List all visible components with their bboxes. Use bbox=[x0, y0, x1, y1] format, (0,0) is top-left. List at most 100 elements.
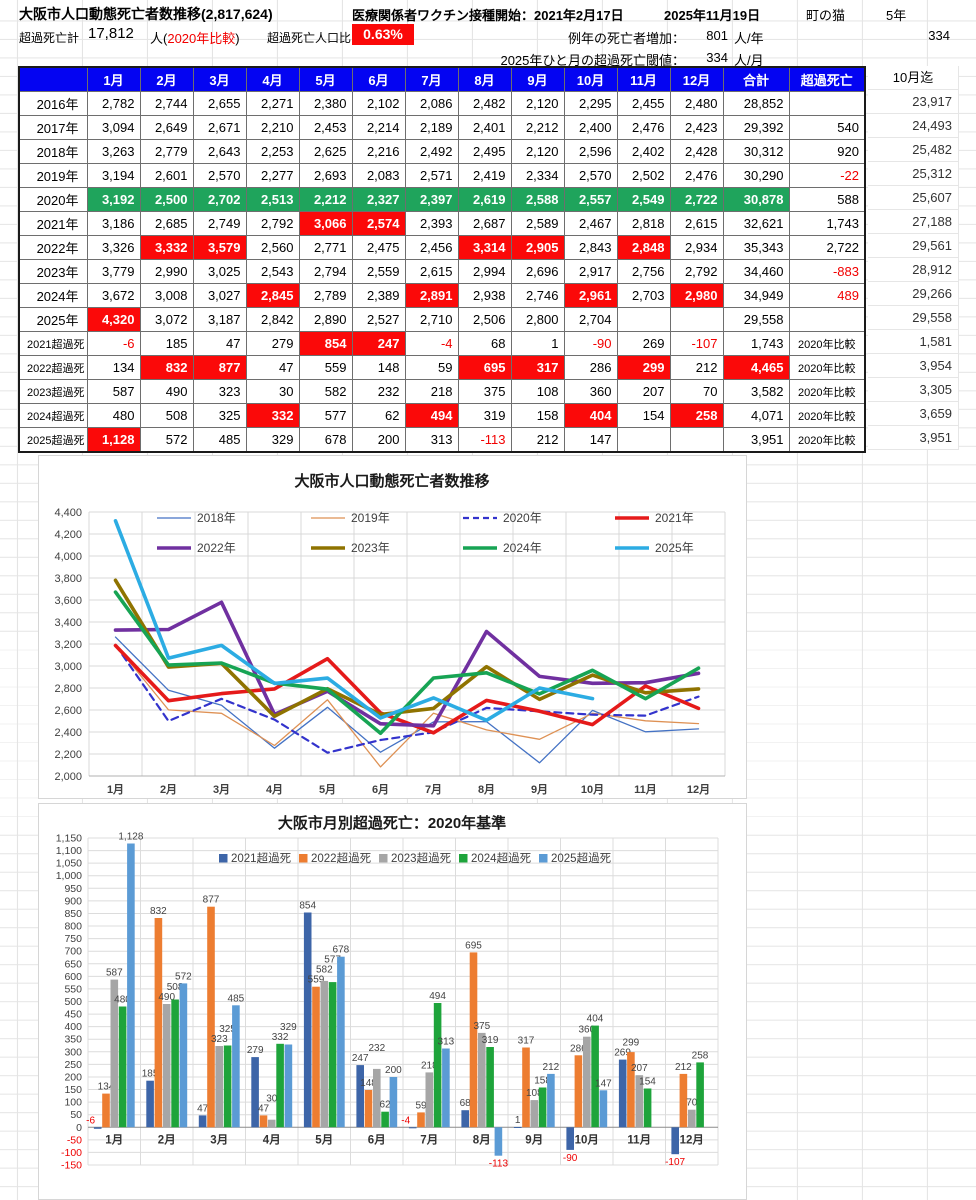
legend-item: 2025年 bbox=[655, 541, 694, 555]
row-label: 2022超過死 bbox=[18, 355, 88, 380]
total-cell: 29,392 bbox=[722, 115, 790, 140]
bar-data-label: 1 bbox=[515, 1115, 521, 1126]
table-cell: 68 bbox=[457, 331, 512, 356]
table-cell: 559 bbox=[298, 355, 353, 380]
y-axis-tick: 50 bbox=[70, 1109, 82, 1121]
month-header: 4月 bbox=[245, 66, 300, 92]
bar-data-label: 325 bbox=[219, 1024, 236, 1035]
month-header: 9月 bbox=[510, 66, 565, 92]
line-series bbox=[113, 590, 701, 736]
table-cell: 485 bbox=[192, 427, 247, 453]
bar-data-label: 494 bbox=[429, 991, 446, 1002]
table-cell: 2,615 bbox=[404, 259, 459, 284]
table-cell: 47 bbox=[192, 331, 247, 356]
y-axis-tick: 2,800 bbox=[54, 683, 82, 695]
table-cell: 2,574 bbox=[351, 211, 406, 236]
extra-column-value: 29,558 bbox=[868, 306, 958, 330]
table-cell: 2,619 bbox=[457, 187, 512, 212]
table-cell: 490 bbox=[139, 379, 194, 404]
month-header: 12月 bbox=[669, 66, 724, 92]
x-axis-label: 9月 bbox=[525, 1133, 543, 1146]
x-axis-label: 3月 bbox=[210, 1133, 228, 1146]
legend-swatch bbox=[219, 854, 228, 863]
table-cell: 832 bbox=[139, 355, 194, 380]
table-cell: 2,216 bbox=[351, 139, 406, 164]
table-cell: 2,779 bbox=[139, 139, 194, 164]
table-cell: 2,476 bbox=[616, 115, 671, 140]
bar-data-label: -6 bbox=[86, 1115, 95, 1126]
table-cell: 2,086 bbox=[404, 91, 459, 116]
x-axis-label: 4月 bbox=[263, 1133, 281, 1146]
table-cell: 2,271 bbox=[245, 91, 300, 116]
bar bbox=[591, 1025, 599, 1128]
y-axis-tick: 4,400 bbox=[54, 507, 82, 519]
table-cell: 2,506 bbox=[457, 307, 512, 332]
y-axis-tick: 250 bbox=[64, 1059, 82, 1071]
table-cell: 2,744 bbox=[139, 91, 194, 116]
table-cell: 147 bbox=[563, 427, 618, 453]
table-cell: 2,792 bbox=[669, 259, 724, 284]
y-axis-tick: 500 bbox=[64, 996, 82, 1008]
y-axis-tick: 3,000 bbox=[54, 661, 82, 673]
table-cell: 2,800 bbox=[510, 307, 565, 332]
x-axis-label: 10月 bbox=[581, 783, 604, 796]
chart-title: 大阪市月別超過死亡：2020年基準 bbox=[278, 814, 506, 832]
table-cell: 2,210 bbox=[245, 115, 300, 140]
row-label: 2019年 bbox=[18, 163, 88, 188]
legend-item: 2025超過死 bbox=[551, 851, 612, 865]
table-cell: 299 bbox=[616, 355, 671, 380]
x-axis-label: 6月 bbox=[372, 783, 389, 796]
y-axis-tick: 2,400 bbox=[54, 727, 82, 739]
extra-column-value: 27,188 bbox=[868, 210, 958, 234]
total-cell: 28,852 bbox=[722, 91, 790, 116]
excess-cell: 540 bbox=[788, 115, 866, 140]
total-cell: 4,465 bbox=[722, 355, 790, 380]
table-cell: 2,842 bbox=[245, 307, 300, 332]
bar-data-label: 323 bbox=[211, 1034, 228, 1045]
bar bbox=[566, 1127, 574, 1150]
table-cell: 3,094 bbox=[86, 115, 141, 140]
table-cell: 678 bbox=[298, 427, 353, 453]
y-axis-tick: 750 bbox=[64, 933, 82, 945]
bar bbox=[232, 1005, 240, 1128]
row-label: 2016年 bbox=[18, 91, 88, 116]
population-ratio-label: 超過死亡人口比 bbox=[267, 31, 352, 45]
table-cell: 2,557 bbox=[563, 187, 618, 212]
row-label: 2023超過死 bbox=[18, 379, 88, 404]
bar bbox=[381, 1111, 389, 1128]
bar bbox=[162, 1004, 171, 1128]
x-axis-label: 11月 bbox=[627, 1133, 651, 1146]
table-cell: 2,401 bbox=[457, 115, 512, 140]
excess-unit-pre: 人( bbox=[150, 31, 168, 46]
bar-data-label: 269 bbox=[614, 1048, 631, 1059]
x-axis-label: 7月 bbox=[425, 783, 442, 796]
vaccine-start-note: 医療関係者ワクチン接種開始：2021年2月17日 bbox=[352, 8, 624, 23]
legend-swatch bbox=[379, 854, 388, 863]
extra-column-value: 3,305 bbox=[868, 378, 958, 402]
table-cell: 313 bbox=[404, 427, 459, 453]
bar bbox=[688, 1109, 696, 1128]
table-cell: -4 bbox=[404, 331, 459, 356]
x-axis-label: 7月 bbox=[420, 1133, 438, 1146]
table-cell: 508 bbox=[139, 403, 194, 428]
excess-cell: 2020年比較 bbox=[788, 427, 866, 453]
table-cell: 2,905 bbox=[510, 235, 565, 260]
y-axis-tick: 650 bbox=[64, 958, 82, 970]
excess-cell: 2020年比較 bbox=[788, 403, 866, 428]
table-cell: 3,066 bbox=[298, 211, 353, 236]
bar bbox=[118, 1006, 127, 1128]
table-cell: 2,671 bbox=[192, 115, 247, 140]
bar-data-label: 1,128 bbox=[118, 832, 143, 843]
legend-item: 2023超過死 bbox=[391, 851, 452, 865]
bar-data-label: 678 bbox=[333, 945, 350, 956]
extra-column-value: 25,312 bbox=[868, 162, 958, 186]
total-cell: 30,290 bbox=[722, 163, 790, 188]
bar-data-label: 47 bbox=[258, 1103, 270, 1114]
bar-data-label: -4 bbox=[401, 1115, 410, 1126]
x-axis-label: 9月 bbox=[531, 783, 548, 796]
excess-total-label: 超過死亡計 bbox=[19, 31, 80, 45]
y-axis-tick: 400 bbox=[64, 1021, 82, 1033]
population-ratio-value: 0.63% bbox=[352, 24, 414, 45]
table-cell: 3,187 bbox=[192, 307, 247, 332]
bar-data-label: 490 bbox=[158, 992, 175, 1003]
